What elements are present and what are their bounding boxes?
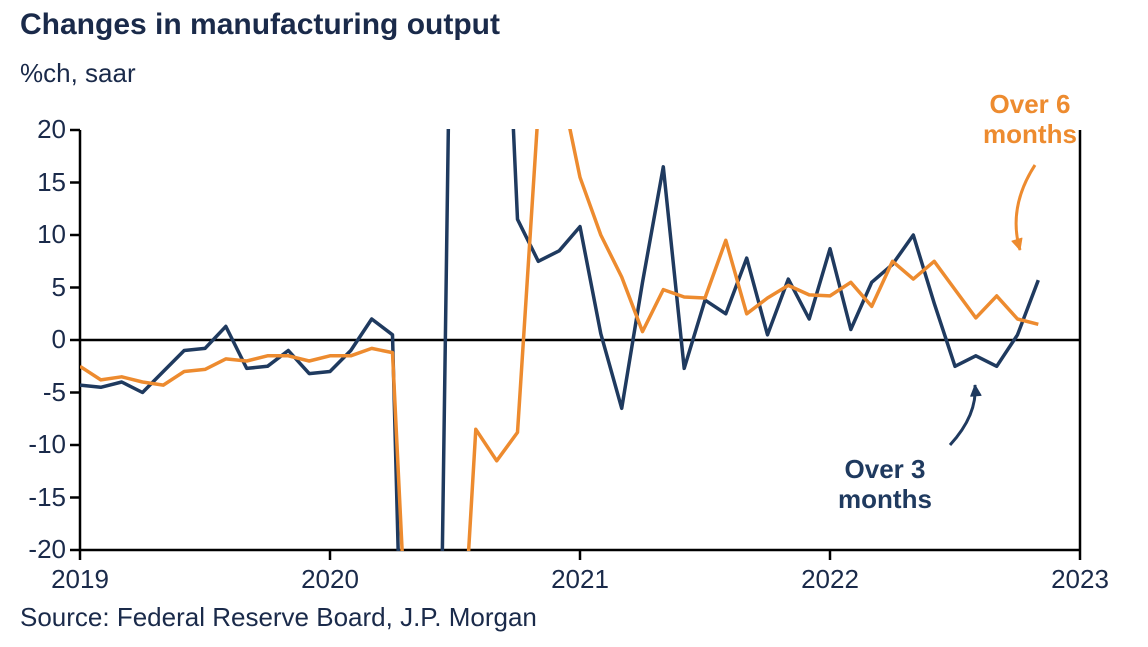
annotation-label: Over 6months [960,90,1100,150]
y-tick-label: 15 [6,167,66,198]
y-tick-label: 5 [6,272,66,303]
annotation-label: Over 3months [815,455,955,515]
y-tick-label: -15 [6,482,66,513]
series-over-6-months [80,78,1038,647]
y-tick-label: -20 [6,534,66,565]
y-tick-label: 0 [6,324,66,355]
x-tick-label: 2019 [35,564,125,595]
x-tick-label: 2020 [285,564,375,595]
y-tick-label: -5 [6,377,66,408]
y-tick-label: 10 [6,219,66,250]
y-tick-label: 20 [6,114,66,145]
y-tick-label: -10 [6,429,66,460]
x-tick-label: 2022 [785,564,875,595]
source-text: Source: Federal Reserve Board, J.P. Morg… [20,602,537,633]
chart-page: Changes in manufacturing output %ch, saa… [0,0,1148,647]
x-tick-label: 2023 [1035,564,1125,595]
x-tick-label: 2021 [535,564,625,595]
